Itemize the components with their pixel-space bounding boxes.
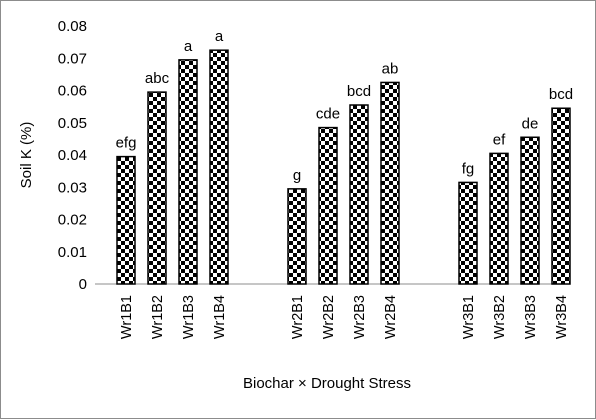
data-label-wr3b3: de [522,115,539,132]
x-tick-label-wr1b1: Wr1B1 [119,295,135,339]
x-tick-label-wr3b1: Wr3B1 [461,295,477,339]
x-tick-label-wr2b4: Wr2B4 [383,295,399,339]
bar-wr2b2 [318,126,338,285]
data-label-wr1b4: a [215,28,224,45]
bar-wr3b4 [551,107,571,285]
x-axis-tick-labels: Wr1B1 Wr1B2 Wr1B3 Wr1B4 Wr2B1 Wr2B2 Wr2B3 Wr2B4… [119,295,570,339]
y-tick-label: 0.05 [58,115,87,132]
data-label-wr2b1: g [293,167,301,184]
bar-wr1b4 [209,49,229,285]
x-tick-label-wr2b1: Wr2B1 [290,295,306,339]
bar-wr2b1 [287,188,307,285]
x-tick-label-wr3b2: Wr3B2 [492,295,508,339]
bar-wr3b3 [520,136,540,285]
x-tick-label-wr3b3: Wr3B3 [523,295,539,339]
data-label-wr2b2: cde [316,106,340,123]
y-axis-tick-labels: 0 0.01 0.02 0.03 0.04 0.05 0.06 0.07 0.08 [58,18,87,293]
data-label-wr1b2: abc [145,70,170,87]
y-tick-label: 0.07 [58,50,87,67]
y-tick-label: 0 [79,276,87,293]
data-label-wr3b4: bcd [549,86,573,103]
x-axis-title: Biochar × Drought Stress [243,375,411,392]
y-tick-label: 0.01 [58,244,87,261]
y-tick-label: 0.03 [58,179,87,196]
y-tick-label: 0.06 [58,83,87,100]
y-tick-label: 0.02 [58,212,87,229]
bar-wr1b2 [147,91,167,285]
x-tick-label-wr3b4: Wr3B4 [554,295,570,339]
bar-wr1b3 [178,59,198,285]
bar-wr2b3 [349,104,369,285]
data-label-wr3b1: fg [462,160,475,177]
x-tick-label-wr1b2: Wr1B2 [150,295,166,339]
data-label-wr2b3: bcd [347,83,371,100]
x-tick-label-wr2b3: Wr2B3 [352,295,368,339]
data-label-wr3b2: ef [493,131,506,148]
bars [116,49,571,285]
y-tick-label: 0.08 [58,18,87,35]
x-tick-label-wr2b2: Wr2B2 [321,295,337,339]
y-axis-title: Soil K (%) [18,122,35,189]
x-tick-label-wr1b3: Wr1B3 [181,295,197,339]
data-label-wr1b3: a [184,38,193,55]
bar-wr2b4 [380,81,400,285]
bar-wr1b1 [116,155,136,285]
x-tick-label-wr1b4: Wr1B4 [212,295,228,339]
data-label-wr2b4: ab [382,60,399,77]
bar-wr3b2 [489,152,509,285]
data-label-wr1b1: efg [116,135,137,152]
y-tick-label: 0.04 [58,147,87,164]
bar-wr3b1 [458,181,478,285]
